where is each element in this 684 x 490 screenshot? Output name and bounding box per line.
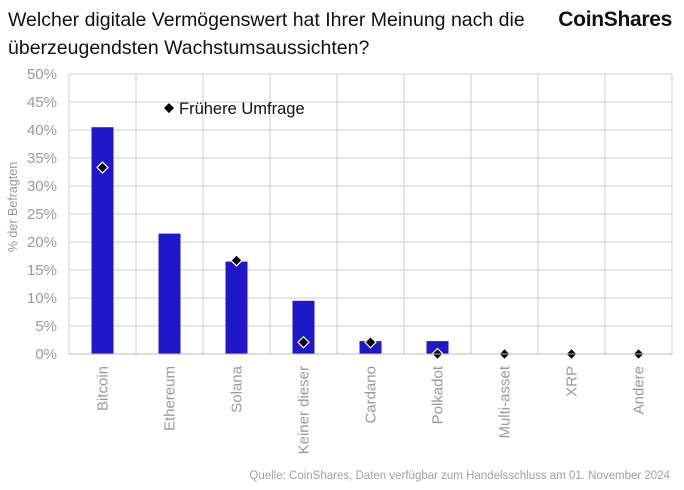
x-tick-label: XRP <box>564 366 581 397</box>
x-tick-label: Keiner dieser <box>296 366 313 454</box>
legend-diamond-icon <box>164 103 174 114</box>
bar <box>158 233 181 354</box>
legend-label: Frühere Umfrage <box>179 100 305 118</box>
x-tick-label: Ethereum <box>162 366 179 431</box>
y-tick-label: 50% <box>27 66 57 83</box>
y-tick-label: 0% <box>35 346 57 363</box>
y-tick-label: 15% <box>27 262 57 279</box>
bar <box>292 300 315 354</box>
x-tick-label: Multi-asset <box>497 365 514 438</box>
chart-title: Welcher digitale Vermögenswert hat Ihrer… <box>8 9 525 59</box>
brand-logo: CoinShares <box>558 8 672 31</box>
bar <box>91 127 114 354</box>
y-tick-label: 45% <box>27 94 57 111</box>
x-tick-label: Solana <box>229 365 246 412</box>
y-tick-label: 30% <box>27 178 57 195</box>
y-tick-label: 25% <box>27 206 57 223</box>
x-tick-label: Bitcoin <box>95 366 112 411</box>
previous-survey-marker <box>364 335 377 349</box>
y-tick-label: 10% <box>27 290 57 307</box>
bar <box>426 341 449 354</box>
y-tick-label: 35% <box>27 150 57 167</box>
x-tick-label: Polkadot <box>430 365 447 424</box>
x-tick-label: Andere <box>631 366 648 414</box>
y-tick-label: 40% <box>27 122 57 139</box>
y-tick-label: 5% <box>35 318 57 335</box>
x-tick-label: Cardano <box>363 366 380 424</box>
previous-survey-marker <box>96 161 109 174</box>
bar <box>225 261 248 354</box>
y-tick-label: 20% <box>27 234 57 251</box>
previous-survey-marker <box>297 335 310 349</box>
previous-survey-marker <box>230 254 243 267</box>
source-note: Quelle: CoinShares, Daten verfügbar zum … <box>249 470 670 482</box>
